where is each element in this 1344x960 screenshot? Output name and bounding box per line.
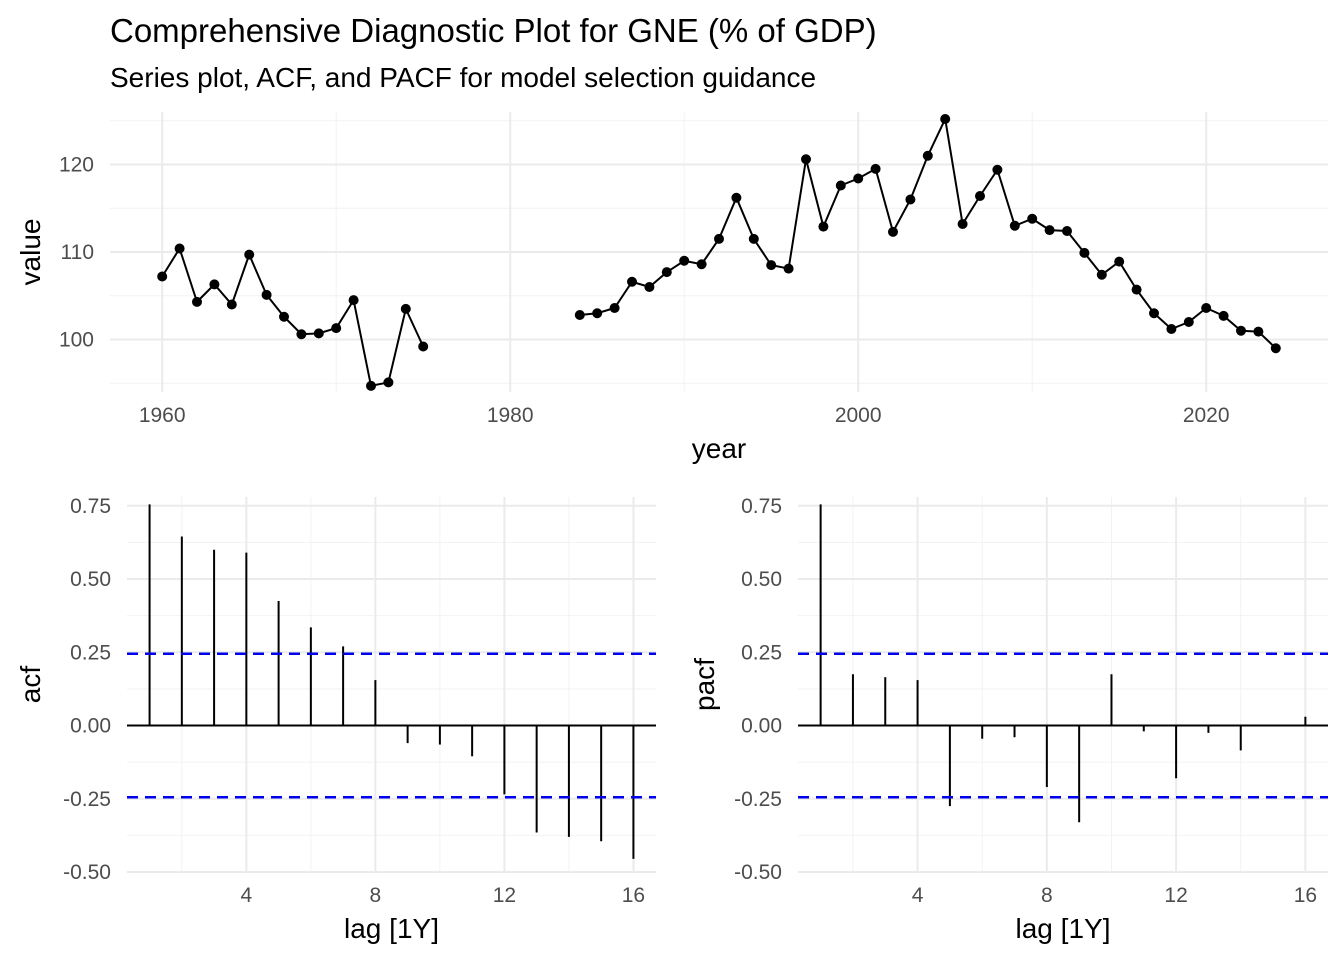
series-point: [1062, 226, 1072, 236]
series-point: [383, 377, 394, 388]
y-tick-label: 0.50: [741, 568, 782, 591]
x-tick-label: 16: [622, 884, 645, 907]
x-tick-label: 2000: [835, 404, 882, 427]
x-tick-label: 12: [1164, 884, 1187, 907]
series-point: [1131, 284, 1142, 295]
chart-subtitle: Series plot, ACF, and PACF for model sel…: [110, 62, 817, 93]
y-tick-label: 0.75: [70, 495, 111, 518]
series-line-0: [161, 246, 425, 388]
series-point: [1027, 213, 1038, 224]
series-point: [818, 221, 829, 232]
series-point: [1114, 256, 1125, 267]
series-point: [331, 323, 342, 334]
series-point: [157, 271, 168, 282]
series-point: [592, 308, 603, 319]
series-point: [975, 191, 985, 201]
series-point: [1253, 326, 1264, 337]
series-point: [783, 263, 794, 274]
y-tick-label: 0.00: [70, 715, 111, 738]
x-tick-label: 1980: [487, 404, 534, 427]
series-point: [348, 295, 359, 306]
x-tick-label: 1960: [139, 404, 186, 427]
x-tick-label: 2020: [1183, 404, 1230, 427]
series-point: [226, 299, 237, 310]
series-point: [748, 233, 759, 244]
panel-pacf: [798, 497, 1328, 873]
y-tick-label: 0.25: [741, 641, 782, 664]
series-point: [174, 243, 185, 254]
y-tick-label: 100: [59, 329, 94, 352]
series-point: [714, 233, 724, 244]
y-tick-label: -0.25: [734, 788, 782, 811]
x-tick-label: 4: [241, 884, 253, 907]
series-point: [627, 276, 637, 287]
series-point: [870, 163, 881, 174]
series-point: [853, 173, 864, 184]
series-point: [279, 311, 289, 322]
y-axis-label: acf: [15, 666, 46, 704]
x-tick-label: 12: [493, 884, 516, 907]
series-point: [731, 192, 742, 203]
series-point: [313, 328, 324, 339]
series-point: [1096, 269, 1107, 280]
series-point: [1079, 247, 1090, 258]
series-point: [661, 267, 672, 278]
series-point: [1236, 325, 1246, 336]
series-point: [905, 194, 916, 205]
series-point: [835, 180, 846, 191]
series-point: [192, 296, 202, 307]
series-point: [244, 249, 255, 260]
series-point: [1270, 343, 1281, 354]
x-tick-label: 8: [1041, 884, 1053, 907]
x-axis-label: lag [1Y]: [1016, 913, 1111, 944]
x-tick-label: 8: [370, 884, 382, 907]
series-point: [1183, 317, 1194, 327]
series-point: [992, 164, 1003, 175]
x-tick-label: 4: [912, 884, 924, 907]
y-tick-label: 0.50: [70, 568, 111, 591]
series-point: [1201, 303, 1212, 313]
series-point: [644, 282, 655, 292]
series-point: [296, 329, 307, 340]
series-point: [801, 154, 811, 165]
series-point: [696, 259, 707, 270]
series-point: [1218, 310, 1229, 321]
series-point: [400, 303, 411, 314]
y-tick-label: 0.00: [741, 715, 782, 738]
y-axis-label: pacf: [689, 658, 720, 711]
chart-title: Comprehensive Diagnostic Plot for GNE (%…: [110, 12, 877, 49]
series-point: [957, 219, 968, 229]
series-point: [574, 310, 585, 320]
series-point: [418, 341, 429, 352]
series-point: [922, 150, 933, 161]
y-tick-label: -0.50: [734, 861, 782, 884]
y-axis-label: value: [15, 219, 46, 286]
series-point: [940, 114, 951, 124]
y-tick-label: -0.25: [63, 788, 111, 811]
series-point: [679, 255, 690, 266]
series-point: [888, 226, 898, 237]
series-point: [1149, 308, 1159, 319]
y-tick-label: 0.25: [70, 641, 111, 664]
panel-series: [110, 112, 1328, 392]
series-point: [209, 279, 220, 290]
series-point: [1009, 220, 1020, 231]
series-point: [366, 380, 376, 391]
series-point: [261, 289, 272, 300]
x-axis-label: year: [692, 433, 746, 464]
x-tick-label: 16: [1294, 884, 1317, 907]
series-point: [766, 260, 777, 271]
y-tick-label: 0.75: [741, 495, 782, 518]
y-tick-label: 120: [59, 154, 94, 177]
y-tick-label: 110: [61, 241, 94, 264]
panel-acf: [127, 497, 656, 873]
series-point: [1166, 324, 1177, 334]
x-axis-label: lag [1Y]: [344, 913, 439, 944]
series-point: [1044, 225, 1055, 236]
series-point: [609, 303, 620, 313]
y-tick-label: -0.50: [63, 861, 111, 884]
